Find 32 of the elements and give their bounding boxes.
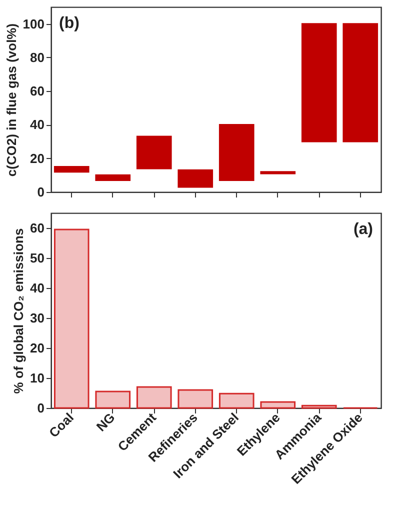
y-tick-label: 100 xyxy=(22,16,44,32)
bar xyxy=(260,401,296,409)
y-tick-label: 60 xyxy=(30,84,44,99)
bar xyxy=(301,23,337,142)
y-tick-label: 0 xyxy=(37,184,44,200)
y-tick-label: 80 xyxy=(30,50,44,65)
y-axis-title: % of global CO₂ emissions xyxy=(11,228,26,394)
y-tick-label: 50 xyxy=(30,250,44,266)
y-tick-label: 20 xyxy=(30,150,44,166)
y-tick-label: 20 xyxy=(30,340,44,356)
bar xyxy=(178,389,214,409)
bar xyxy=(218,124,254,181)
bar xyxy=(178,169,214,188)
bar xyxy=(54,228,90,409)
y-tick-label: 40 xyxy=(30,280,44,296)
y-tick-label: 40 xyxy=(30,117,44,132)
x-tick-label: NG xyxy=(93,410,118,434)
annotation: (a) xyxy=(353,221,373,238)
y-tick-label: 30 xyxy=(30,310,44,326)
y-tick-label: 10 xyxy=(30,370,44,386)
y-tick-label: 60 xyxy=(30,220,44,236)
bar xyxy=(54,166,90,173)
bar xyxy=(95,174,131,181)
annotation: (b) xyxy=(59,15,80,32)
bar xyxy=(342,23,378,142)
bar xyxy=(136,136,172,170)
y-tick-label: 0 xyxy=(37,400,44,416)
bar xyxy=(136,386,172,409)
bar xyxy=(95,390,131,409)
bar xyxy=(218,392,254,409)
y-axis-title: c(CO2) in flue gas (vol%) xyxy=(4,23,19,177)
bar xyxy=(301,404,337,409)
